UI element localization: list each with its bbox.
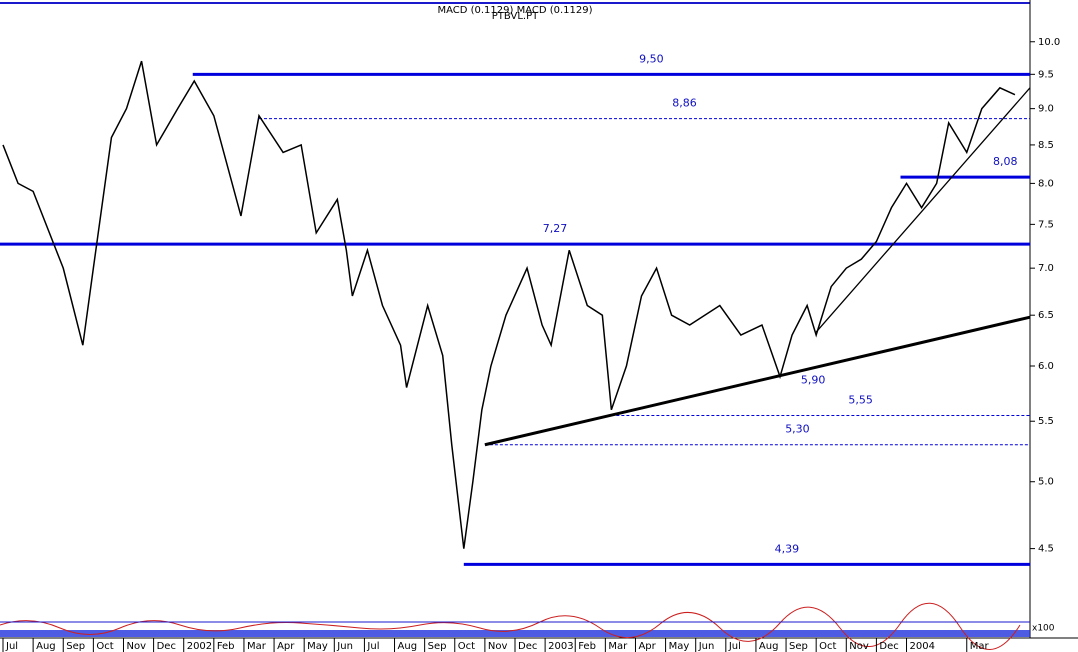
volume-band <box>0 630 1030 637</box>
x-tick-label: Apr <box>638 641 656 652</box>
y-tick-label: 9.5 <box>1038 69 1054 80</box>
level-label: 5,30 <box>785 423 810 436</box>
x-tick-label: Jul <box>728 641 741 652</box>
x-tick-label: Dec <box>518 641 537 652</box>
y-tick-label: 5.0 <box>1038 477 1054 488</box>
x-tick-label: Oct <box>458 641 475 652</box>
x-tick-label: Jul <box>5 641 18 652</box>
x-tick-label: Aug <box>759 641 779 652</box>
chart-subtitle: PTBVL.PT <box>492 11 539 22</box>
y-tick-label: 8.0 <box>1038 178 1054 189</box>
y-tick-label: 10.0 <box>1038 37 1060 48</box>
x-tick-label: Dec <box>879 641 898 652</box>
x-tick-label: Jun <box>336 641 353 652</box>
annotation: 5,90 <box>801 374 826 387</box>
level-label: 4,39 <box>775 542 800 555</box>
y-tick-label: 4.5 <box>1038 544 1054 555</box>
x-tick-label: Nov <box>849 641 869 652</box>
level-label: 8,08 <box>993 155 1018 168</box>
x-tick-label: Apr <box>277 641 295 652</box>
x-tick-label: Feb <box>217 641 235 652</box>
y-tick-label: 5.5 <box>1038 416 1054 427</box>
price-line <box>2 60 1016 549</box>
level-label: 7,27 <box>543 222 568 235</box>
chart-title: MACD (0.1129) MACD (0.1129) <box>437 5 592 16</box>
trend-line <box>815 87 1031 333</box>
level-label: 9,50 <box>639 52 664 65</box>
x-tick-label: Oct <box>819 641 836 652</box>
x-tick-label: Feb <box>578 641 596 652</box>
x-tick-label: 2002 <box>187 641 212 652</box>
x-tick-label: Nov <box>126 641 146 652</box>
x-tick-label: Mar <box>247 641 267 652</box>
x-tick-label: 2004 <box>910 641 935 652</box>
y-tick-label: 8.5 <box>1038 140 1054 151</box>
level-label: 5,55 <box>848 393 873 406</box>
indicator-unit: x100 <box>1032 624 1055 634</box>
x-tick-label: Jul <box>366 641 379 652</box>
x-tick-label: Sep <box>789 641 808 652</box>
x-tick-label: Sep <box>66 641 85 652</box>
x-tick-label: May <box>669 641 690 652</box>
x-tick-label: Sep <box>428 641 447 652</box>
x-tick-label: Aug <box>398 641 418 652</box>
x-tick-label: Mar <box>970 641 990 652</box>
x-tick-label: Nov <box>488 641 508 652</box>
x-tick-label: Jun <box>698 641 715 652</box>
x-tick-label: Aug <box>36 641 56 652</box>
y-tick-label: 9.0 <box>1038 104 1054 115</box>
y-tick-label: 6.0 <box>1038 361 1054 372</box>
x-tick-label: Dec <box>157 641 176 652</box>
x-tick-label: Mar <box>608 641 628 652</box>
x-tick-label: May <box>307 641 328 652</box>
y-tick-label: 7.5 <box>1038 219 1054 230</box>
y-tick-label: 7.0 <box>1038 263 1054 274</box>
level-label: 8,86 <box>672 97 697 110</box>
trend-line <box>484 315 1031 447</box>
x-tick-label: 2003 <box>548 641 573 652</box>
indicator-strip: x100 <box>0 602 1055 650</box>
x-tick-label: Oct <box>96 641 113 652</box>
y-tick-label: 6.5 <box>1038 310 1054 321</box>
